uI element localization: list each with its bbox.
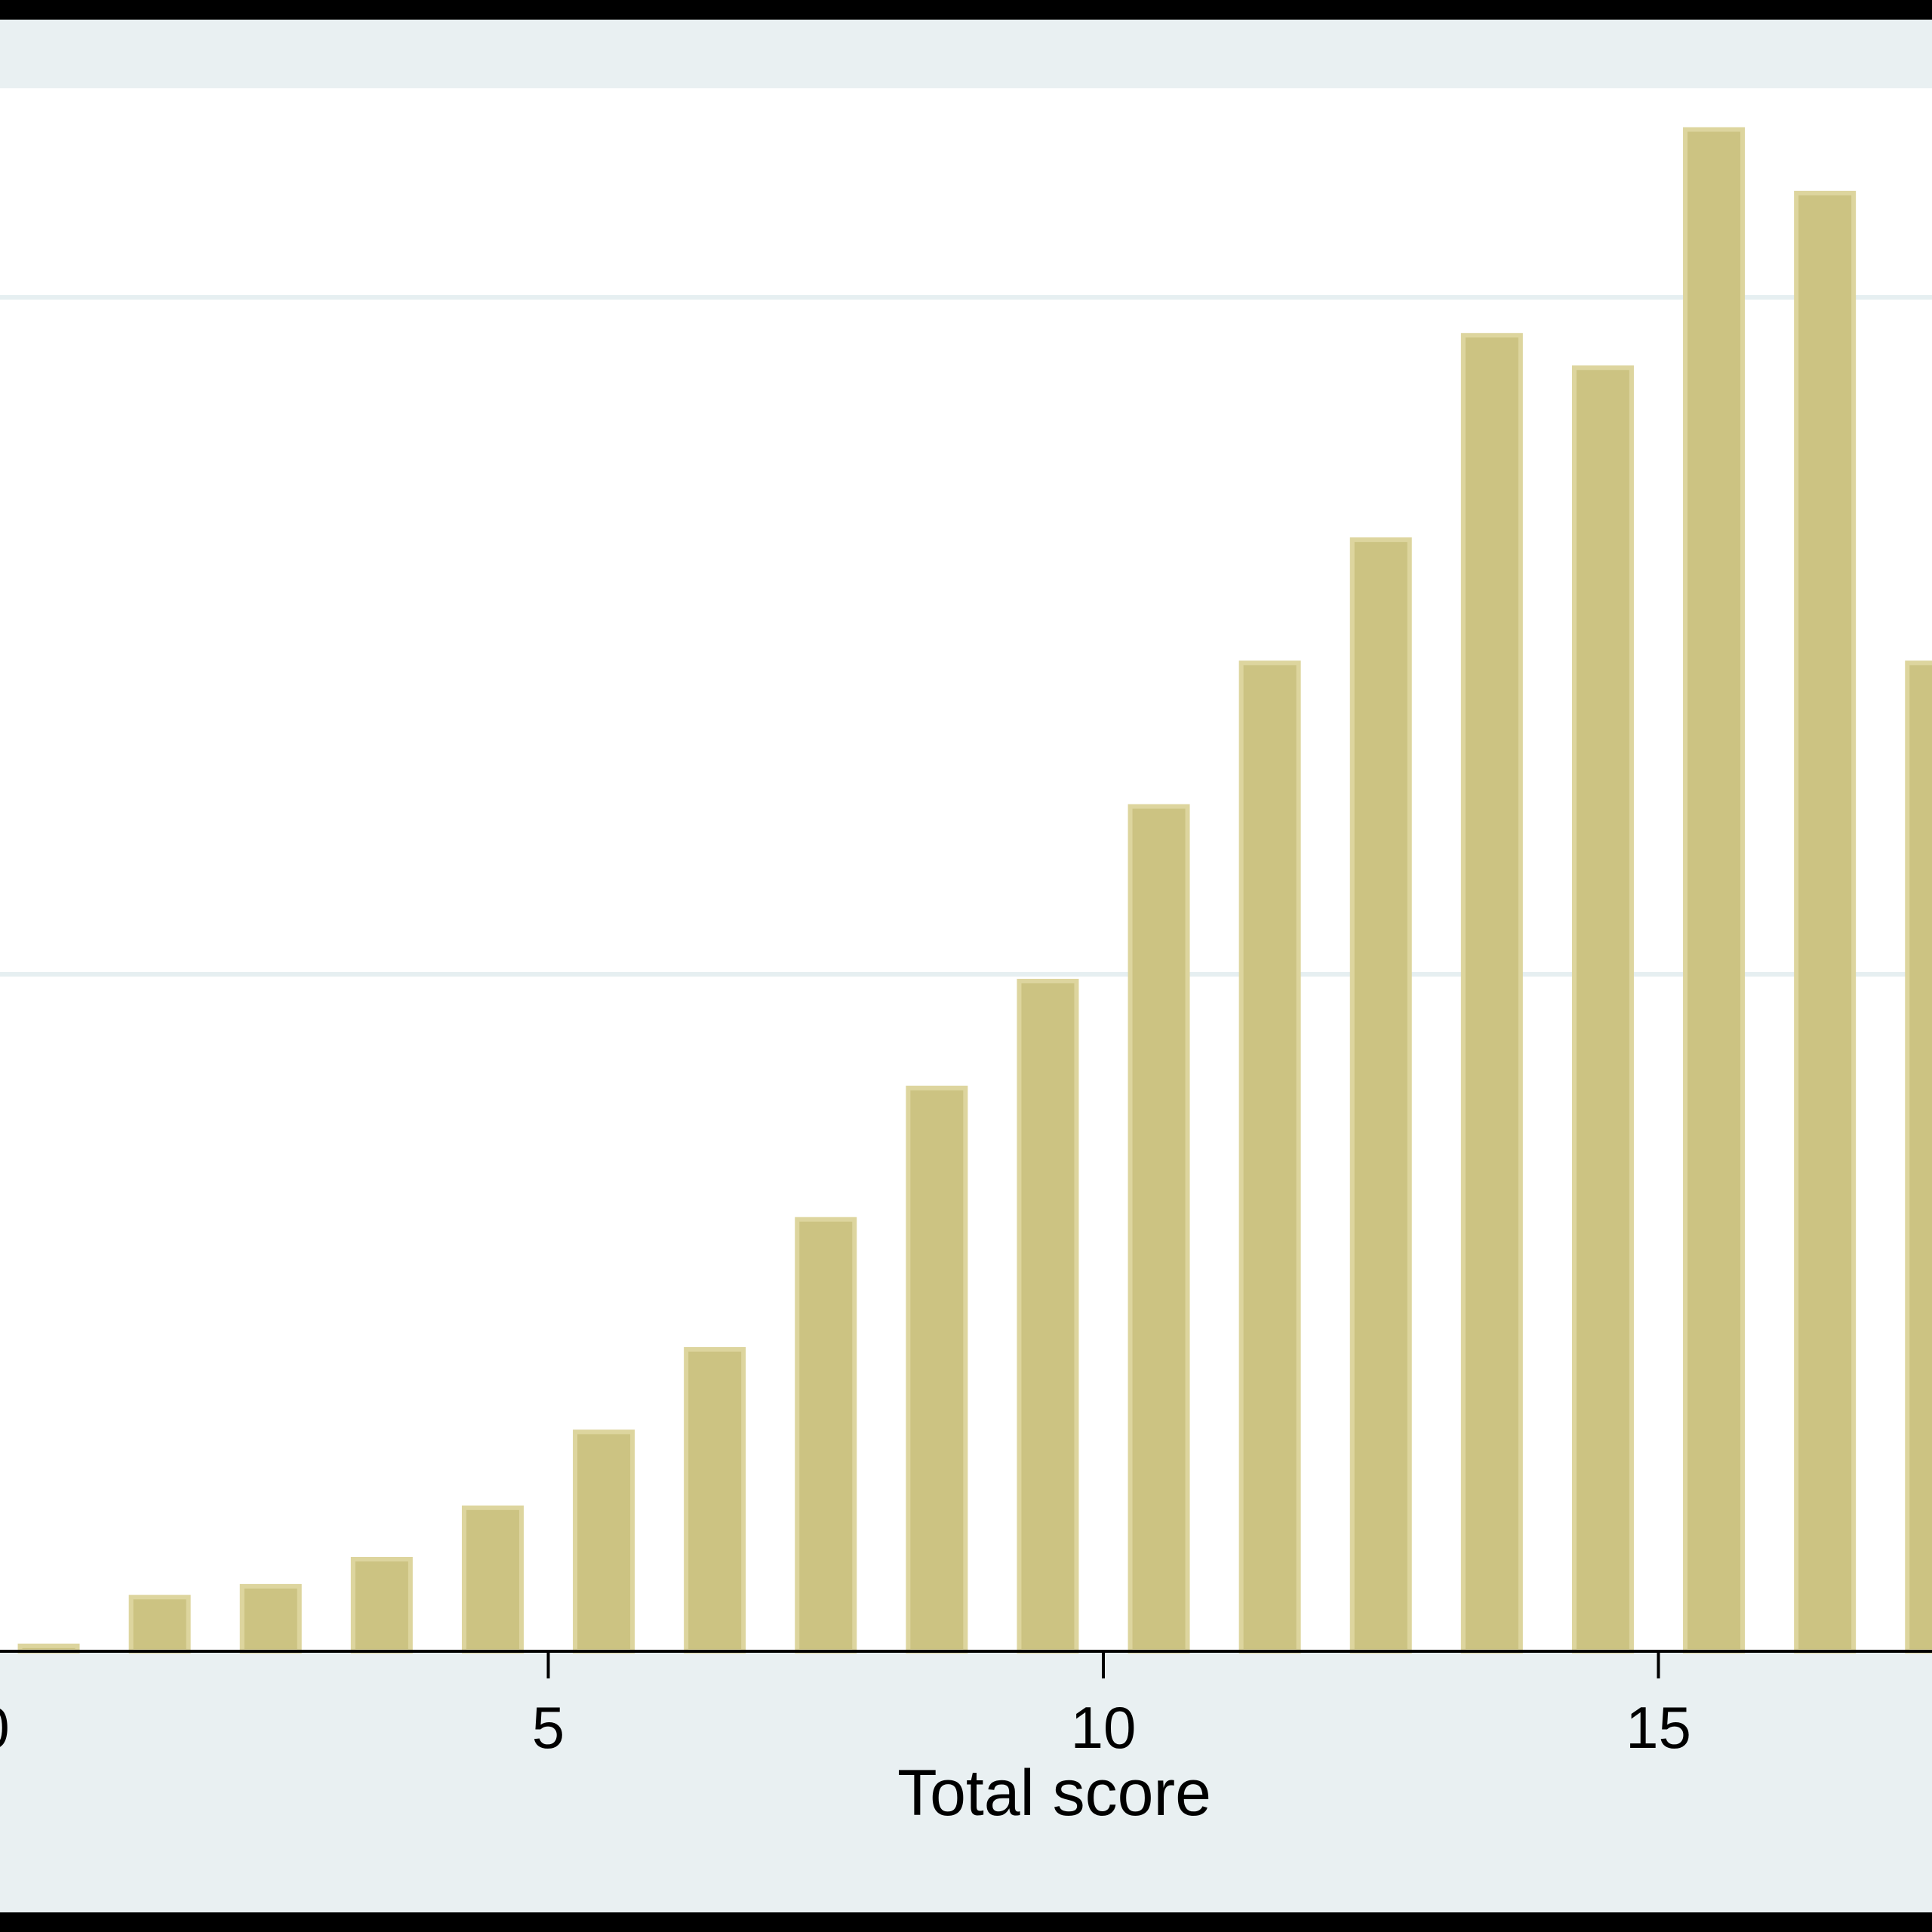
bar-2 (239, 1583, 302, 1654)
bar-4 (461, 1505, 524, 1654)
x-tick-label-0: 0 (0, 1694, 10, 1761)
bar-13 (1460, 333, 1523, 1654)
bar-16 (1794, 190, 1857, 1654)
bar-12 (1349, 537, 1412, 1654)
bar-17 (1905, 660, 1932, 1654)
x-axis-title: Total score (897, 1757, 1211, 1829)
bar-11 (1238, 660, 1301, 1654)
bar-7 (795, 1217, 857, 1654)
bar-9 (1017, 978, 1079, 1654)
bar-14 (1571, 365, 1634, 1654)
bar-10 (1128, 804, 1190, 1654)
x-tick-label-5: 5 (532, 1694, 565, 1761)
bar-5 (573, 1429, 635, 1654)
x-tick-label-15: 15 (1626, 1694, 1691, 1761)
x-tick-label-10: 10 (1071, 1694, 1137, 1761)
bar-15 (1683, 127, 1746, 1654)
bar-6 (684, 1346, 746, 1654)
bar-8 (906, 1085, 968, 1654)
bar-3 (350, 1557, 413, 1654)
x-axis-ticks: 0 5 10 15 (0, 1651, 1691, 1761)
bar-1 (128, 1595, 191, 1654)
